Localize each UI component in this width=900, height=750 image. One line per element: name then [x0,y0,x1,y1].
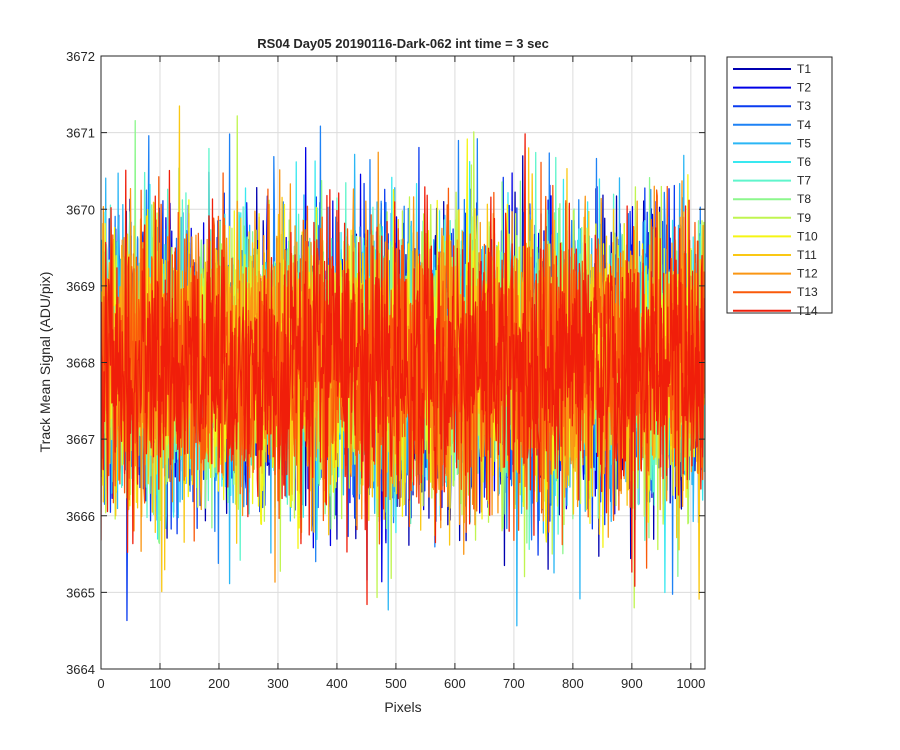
x-axis-ticks: 0 100 200 300 400 500 600 700 800 900 1000 [97,56,705,691]
x-axis-label: Pixels [384,699,421,715]
x-tick-label: 300 [267,676,289,691]
y-tick-label: 3671 [66,126,95,141]
legend-label-t1: T1 [797,62,811,76]
x-tick-label: 800 [562,676,584,691]
y-tick-label: 3666 [66,509,95,524]
series-layer [101,105,705,627]
x-tick-label: 900 [621,676,643,691]
legend-label-t13: T13 [797,285,818,299]
legend-label-t5: T5 [797,136,811,150]
legend-label-t10: T10 [797,229,818,243]
legend-label-t9: T9 [797,211,811,225]
y-tick-label: 3664 [66,662,95,677]
legend-box [726,56,833,314]
legend-label-t12: T12 [797,267,818,281]
legend-label-t2: T2 [797,81,811,95]
x-tick-label: 1000 [676,676,705,691]
x-tick-label: 500 [385,676,407,691]
legend-label-t11: T11 [797,248,817,262]
y-tick-label: 3669 [66,279,95,294]
x-tick-label: 0 [97,676,104,691]
legend: T1 T2 T3 T4 T5 T6 T7 T8 T9 T10 T11 T12 T13 T14 [726,56,833,318]
y-tick-label: 3670 [66,202,95,217]
series-line-t14 [101,133,705,606]
y-tick-label: 3667 [66,432,95,447]
x-tick-label: 400 [326,676,348,691]
legend-label-t6: T6 [797,155,811,169]
y-tick-label: 3665 [66,585,95,600]
x-tick-label: 600 [444,676,466,691]
y-tick-label: 3672 [66,49,95,64]
y-axis-label: Track Mean Signal (ADU/pix) [37,272,53,453]
x-tick-label: 200 [208,676,230,691]
x-tick-label: 100 [149,676,171,691]
legend-label-t7: T7 [797,174,811,188]
chart-title: RS04 Day05 20190116-Dark-062 int time = … [257,36,549,51]
x-tick-label: 700 [503,676,525,691]
legend-label-t8: T8 [797,192,811,206]
y-tick-label: 3668 [66,356,95,371]
series-line-t13 [101,161,705,569]
y-axis-ticks: 3664 3665 3666 3667 3668 3669 3670 3671 3672 [66,49,705,677]
legend-label-t14: T14 [797,304,818,318]
legend-label-t3: T3 [797,99,811,113]
legend-label-t4: T4 [797,118,811,132]
